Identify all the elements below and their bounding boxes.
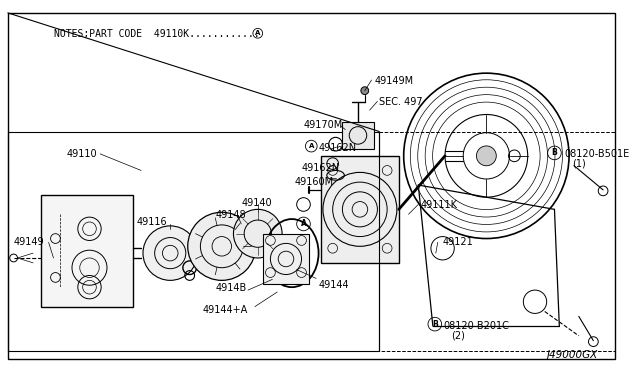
Circle shape [476,146,496,166]
Text: 49149M: 49149M [374,76,413,86]
Text: 4914B: 4914B [216,283,247,293]
Text: 49144: 49144 [319,280,349,291]
Text: A: A [255,30,260,36]
Circle shape [143,226,198,280]
Text: B: B [552,148,557,157]
Circle shape [234,209,282,258]
Text: 49144+A: 49144+A [202,305,248,315]
Text: 49121: 49121 [443,237,474,247]
Text: 49162N: 49162N [319,143,357,153]
Text: J49000GX: J49000GX [547,350,598,360]
Circle shape [361,87,369,94]
Text: 49140: 49140 [241,198,272,208]
Text: (2): (2) [451,331,465,341]
Bar [262,234,309,284]
Text: (1): (1) [572,159,586,169]
Text: 49111K: 49111K [420,200,457,209]
Text: 49160M: 49160M [295,177,334,187]
Text: NOTES;PART CODE  49110K............: NOTES;PART CODE 49110K............ [54,29,259,39]
Text: 49116: 49116 [136,217,167,227]
Bar [41,195,133,307]
Text: 49149: 49149 [13,237,44,247]
Bar [8,132,380,352]
Text: 49170M: 49170M [303,120,343,130]
Circle shape [188,212,256,280]
Bar [321,156,399,263]
Text: 08120-B501E: 08120-B501E [564,149,629,159]
Text: A: A [301,219,307,228]
Text: 49162N: 49162N [301,163,340,173]
Text: A: A [308,143,314,149]
Text: B: B [432,320,438,328]
Text: SEC. 497: SEC. 497 [380,97,423,108]
Text: 08120-B201C: 08120-B201C [444,321,509,331]
Text: 49110: 49110 [66,149,97,159]
Bar [380,132,615,352]
Text: 49148: 49148 [216,210,246,220]
Bar [342,122,374,149]
